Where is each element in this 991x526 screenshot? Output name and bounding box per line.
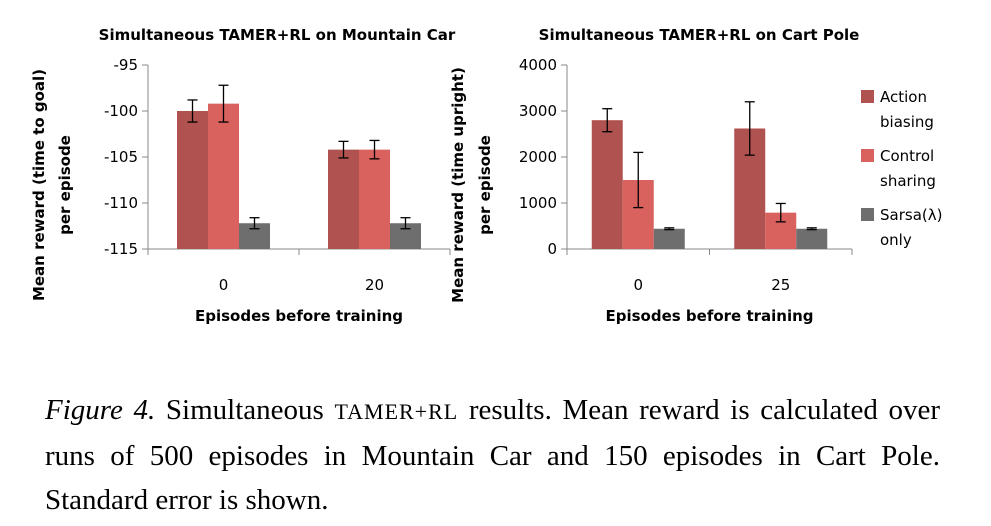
y-axis-label: Mean reward (time upright) xyxy=(449,67,467,303)
legend-label: biasing xyxy=(880,113,934,131)
y-axis-label: per episode xyxy=(56,135,74,235)
y-tick-label: 2000 xyxy=(519,148,557,166)
x-tick-label: 25 xyxy=(771,276,790,294)
figure: Simultaneous TAMER+RL on Mountain Car -95… xyxy=(30,26,942,325)
bar-action-biasing xyxy=(177,111,208,249)
caption-text-2: results. Mean reward is calculated over … xyxy=(45,394,940,516)
y-tick-label: -100 xyxy=(104,102,138,120)
x-axis-label: Episodes before training xyxy=(195,307,403,325)
legend-label: only xyxy=(880,231,912,249)
y-tick-label: 3000 xyxy=(519,102,557,120)
y-axis-label: per episode xyxy=(476,135,494,235)
legend-label: Action xyxy=(880,88,927,106)
figure-caption: Figure 4. Simultaneous TAMER+RL results.… xyxy=(45,388,940,522)
legend-swatch-sarsa-only xyxy=(861,208,874,221)
legend-label: Control xyxy=(880,147,934,165)
chart-title: Simultaneous TAMER+RL on Cart Pole xyxy=(539,26,860,44)
bar-action-biasing xyxy=(328,149,359,249)
caption-text-1: Simultaneous xyxy=(155,394,335,426)
x-axis-label: Episodes before training xyxy=(605,307,813,325)
bar-control-sharing xyxy=(208,103,239,249)
bar-action-biasing xyxy=(591,120,623,249)
caption-figure-label: Figure 4. xyxy=(45,394,156,426)
chart-title: Simultaneous TAMER+RL on Mountain Car xyxy=(99,26,456,44)
y-tick-label: -105 xyxy=(104,148,138,166)
x-tick-label: 0 xyxy=(219,276,229,294)
caption-method: TAMER+RL xyxy=(334,399,459,424)
chart-mountain-car: Simultaneous TAMER+RL on Mountain Car -95… xyxy=(30,26,456,325)
x-tick-label: 20 xyxy=(365,276,384,294)
y-tick-label: 1000 xyxy=(519,194,557,212)
x-tick-label: 0 xyxy=(633,276,643,294)
bar-sarsa-only xyxy=(653,228,685,249)
chart-cart-pole: Simultaneous TAMER+RL on Cart Pole 4000 30… xyxy=(449,26,859,325)
legend-label: sharing xyxy=(880,172,936,190)
y-tick-label: -110 xyxy=(104,194,138,212)
y-tick-label: 4000 xyxy=(519,56,557,74)
legend-label: Sarsa(λ) xyxy=(880,206,942,224)
y-tick-label: 0 xyxy=(547,240,557,258)
legend: Action biasing Control sharing Sarsa(λ) only xyxy=(861,88,942,249)
legend-swatch-control-sharing xyxy=(861,149,874,162)
bar-sarsa-only xyxy=(796,228,828,249)
y-tick-label: -95 xyxy=(114,56,139,74)
y-axis-label: Mean reward (time to goal) xyxy=(30,69,48,301)
y-tick-label: -115 xyxy=(104,240,138,258)
legend-swatch-action-biasing xyxy=(861,90,874,103)
bar-control-sharing xyxy=(359,149,390,249)
